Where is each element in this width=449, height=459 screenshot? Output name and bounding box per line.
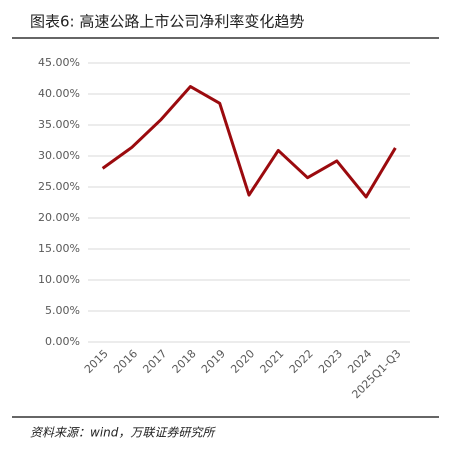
x-tick-label: 2015 xyxy=(82,347,111,376)
y-tick-label: 35.00% xyxy=(38,118,80,131)
x-tick-label: 2020 xyxy=(228,347,257,376)
x-tick-label: 2019 xyxy=(199,347,228,376)
source: 资料来源：wind，万联证券研究所 xyxy=(30,426,216,440)
y-tick-label: 0.00% xyxy=(45,335,80,348)
x-tick-label: 2016 xyxy=(111,347,140,376)
y-tick-label: 15.00% xyxy=(38,242,80,255)
x-tick-label: 2021 xyxy=(258,347,287,376)
y-tick-label: 30.00% xyxy=(38,149,80,162)
y-tick-label: 20.00% xyxy=(38,211,80,224)
series-line xyxy=(101,85,397,199)
y-tick-label: 40.00% xyxy=(38,87,80,100)
x-tick-label: 2023 xyxy=(316,347,345,376)
y-tick-label: 5.00% xyxy=(45,304,80,317)
x-tick-label: 2018 xyxy=(170,347,199,376)
y-tick-label: 25.00% xyxy=(38,180,80,193)
chart-title: 图表6: 高速公路上市公司净利率变化趋势 xyxy=(30,13,304,31)
y-tick-label: 10.00% xyxy=(38,273,80,286)
y-tick-label: 45.00% xyxy=(38,56,80,69)
x-tick-label: 2017 xyxy=(140,347,169,376)
x-tick-label: 2022 xyxy=(287,347,316,376)
